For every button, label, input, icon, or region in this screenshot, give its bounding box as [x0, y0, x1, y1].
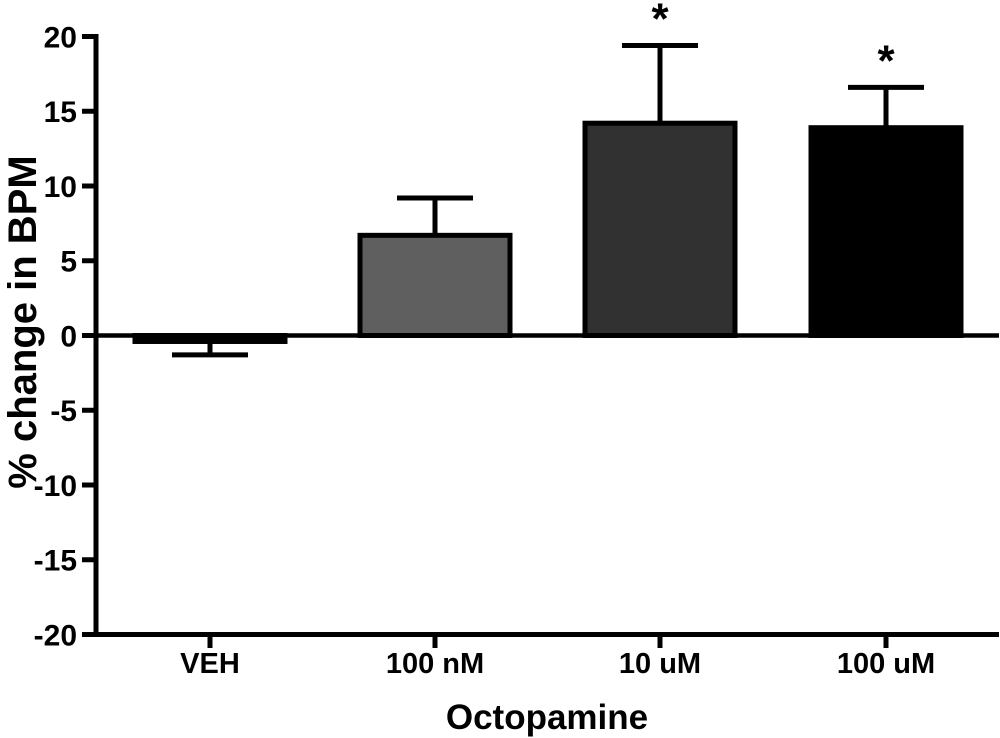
- x-category-label: VEH: [180, 648, 240, 680]
- x-category-label: 100 uM: [837, 648, 935, 680]
- y-tick-label: 20: [44, 21, 77, 54]
- y-tick-label: 15: [44, 96, 77, 129]
- bar: [582, 120, 738, 338]
- bar: [357, 232, 513, 339]
- bar: [808, 125, 964, 338]
- y-tick-label: -10: [34, 470, 77, 503]
- significance-asterisk: *: [651, 0, 669, 43]
- y-tick-label: -20: [34, 619, 77, 652]
- y-axis-title: % change in BPM: [1, 155, 45, 488]
- y-tick-label: 10: [44, 171, 77, 204]
- x-axis-title: Octopamine: [446, 698, 648, 737]
- bar: [132, 333, 288, 344]
- y-tick-label: 5: [60, 246, 77, 279]
- y-tick-label: -15: [34, 545, 77, 578]
- y-tick-label: 0: [60, 320, 77, 353]
- significance-asterisk: *: [877, 36, 895, 85]
- x-category-label: 100 nM: [386, 648, 484, 680]
- x-category-label: 10 uM: [619, 648, 701, 680]
- y-tick-label: -5: [50, 395, 77, 428]
